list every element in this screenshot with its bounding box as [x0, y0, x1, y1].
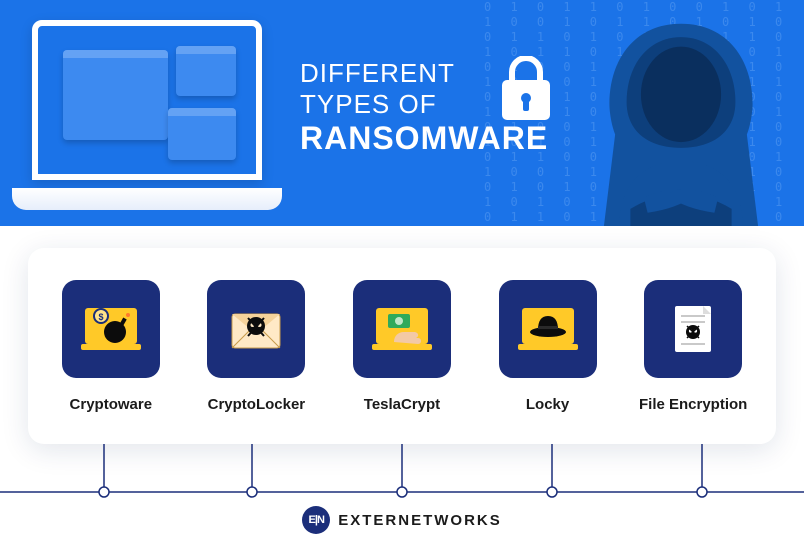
card-cryptolocker: CryptoLocker: [189, 280, 324, 413]
skull-mail-icon: [226, 302, 286, 356]
brand-logo: E|N EXTERNETWORKS: [0, 506, 804, 534]
lock-icon: [500, 56, 552, 122]
hat-icon: [518, 302, 578, 356]
svg-text:$: $: [98, 312, 103, 322]
connector-lines: [0, 444, 804, 504]
hacker-figure: [576, 18, 786, 226]
tile-cryptolocker: [207, 280, 305, 378]
card-cryptoware: $ Cryptoware: [43, 280, 178, 413]
card-file-encryption: File Encryption: [626, 280, 761, 413]
logo-text: EXTERNETWORKS: [338, 512, 502, 529]
title-line-3: RANSOMWARE: [300, 120, 548, 157]
cards-panel: $ Cryptoware CryptoLocker: [28, 248, 776, 444]
card-teslacrypt: TeslaCrypt: [334, 280, 469, 413]
skull-doc-icon: [663, 302, 723, 356]
label-teslacrypt: TeslaCrypt: [364, 396, 440, 413]
tile-cryptoware: $: [62, 280, 160, 378]
tile-locky: [499, 280, 597, 378]
tile-teslacrypt: [353, 280, 451, 378]
card-locky: Locky: [480, 280, 615, 413]
label-cryptoware: Cryptoware: [70, 396, 153, 413]
cash-hand-icon: [372, 302, 432, 356]
label-file-encryption: File Encryption: [639, 396, 747, 413]
logo-badge: E|N: [302, 506, 330, 534]
bomb-coin-icon: $: [81, 302, 141, 356]
tile-file-encryption: [644, 280, 742, 378]
hero-banner: 0 1 0 1 1 0 1 0 0 1 0 1 1 0 0 1 0 1 1 0 …: [0, 0, 804, 226]
laptop-illustration: [12, 20, 282, 220]
label-locky: Locky: [526, 396, 569, 413]
label-cryptolocker: CryptoLocker: [208, 396, 306, 413]
